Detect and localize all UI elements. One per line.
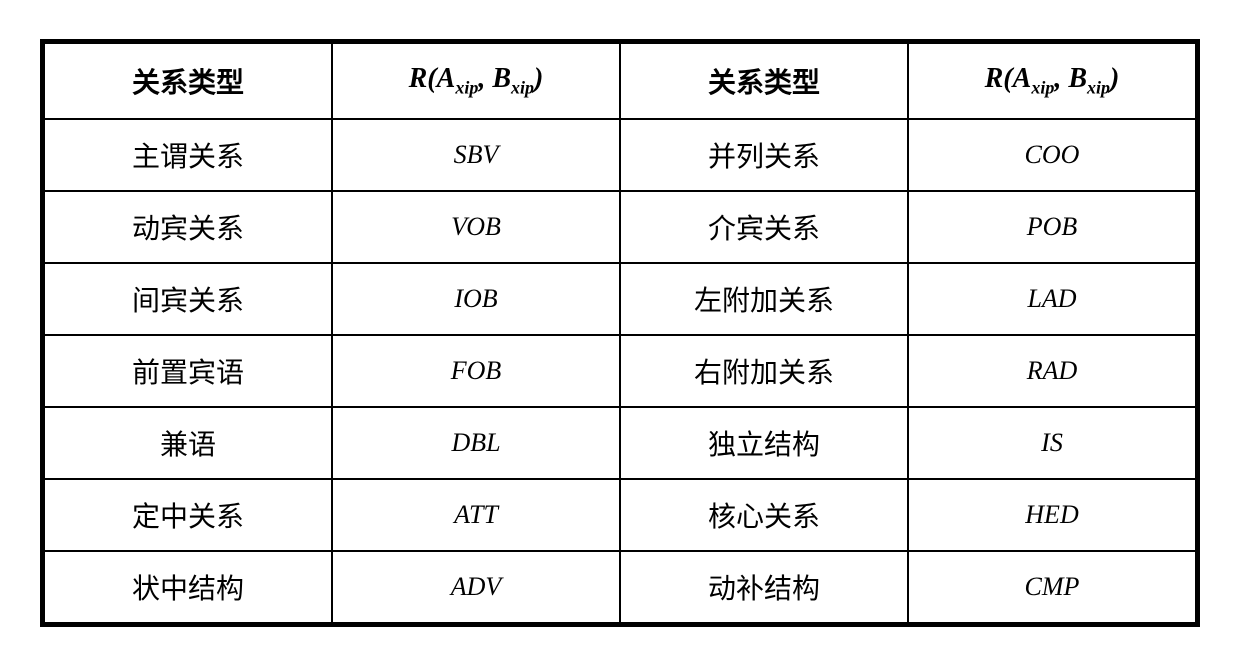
formula-text-1: R(Axip, Bxip) [409,63,544,94]
cell-code: FOB [332,335,620,407]
cell-code: HED [908,479,1196,551]
code-text: ADV [451,572,502,601]
cell-type: 主谓关系 [44,119,332,191]
code-text: VOB [451,212,501,241]
dependency-relation-table: 关系类型 R(Axip, Bxip) 关系类型 R(Axip, Bxip) 主谓… [40,39,1200,627]
cell-type: 前置宾语 [44,335,332,407]
header-relation-type-2: 关系类型 [620,43,908,119]
cell-type: 动宾关系 [44,191,332,263]
cell-type: 核心关系 [620,479,908,551]
type-text: 状中结构 [132,574,244,605]
cell-type: 并列关系 [620,119,908,191]
code-text: DBL [451,428,500,457]
cell-code: POB [908,191,1196,263]
table-row: 状中结构 ADV 动补结构 CMP [44,551,1196,623]
cell-code: LAD [908,263,1196,335]
code-text: FOB [451,356,502,385]
cell-code: RAD [908,335,1196,407]
table-row: 定中关系 ATT 核心关系 HED [44,479,1196,551]
code-text: LAD [1027,284,1076,313]
type-text: 主谓关系 [132,142,244,173]
code-text: HED [1025,500,1078,529]
type-text: 独立结构 [708,430,820,461]
type-text: 左附加关系 [694,286,834,317]
code-text: IOB [454,284,497,313]
cell-type: 动补结构 [620,551,908,623]
cell-code: SBV [332,119,620,191]
relation-table: 关系类型 R(Axip, Bxip) 关系类型 R(Axip, Bxip) 主谓… [43,42,1197,624]
code-text: SBV [454,140,499,169]
code-text: CMP [1025,572,1080,601]
table-row: 主谓关系 SBV 并列关系 COO [44,119,1196,191]
code-text: COO [1025,140,1080,169]
type-text: 介宾关系 [708,214,820,245]
type-text: 前置宾语 [132,358,244,389]
header-formula-1: R(Axip, Bxip) [332,43,620,119]
type-text: 定中关系 [132,502,244,533]
type-text: 动补结构 [708,574,820,605]
type-text: 动宾关系 [132,214,244,245]
table-row: 兼语 DBL 独立结构 IS [44,407,1196,479]
header-row: 关系类型 R(Axip, Bxip) 关系类型 R(Axip, Bxip) [44,43,1196,119]
type-text: 核心关系 [708,502,820,533]
type-text: 右附加关系 [694,358,834,389]
code-text: POB [1027,212,1078,241]
cell-type: 兼语 [44,407,332,479]
cell-code: CMP [908,551,1196,623]
type-text: 间宾关系 [132,286,244,317]
cell-type: 状中结构 [44,551,332,623]
formula-text-2: R(Axip, Bxip) [985,63,1120,94]
cell-code: IOB [332,263,620,335]
table-row: 动宾关系 VOB 介宾关系 POB [44,191,1196,263]
cell-type: 定中关系 [44,479,332,551]
type-text: 兼语 [160,430,216,461]
table-row: 间宾关系 IOB 左附加关系 LAD [44,263,1196,335]
cell-type: 右附加关系 [620,335,908,407]
code-text: IS [1041,428,1063,457]
cell-code: DBL [332,407,620,479]
cell-code: IS [908,407,1196,479]
cell-code: ADV [332,551,620,623]
cell-code: VOB [332,191,620,263]
code-text: ATT [454,500,498,529]
cell-type: 介宾关系 [620,191,908,263]
table-row: 前置宾语 FOB 右附加关系 RAD [44,335,1196,407]
type-text: 并列关系 [708,142,820,173]
code-text: RAD [1027,356,1078,385]
header-text-1: 关系类型 [132,68,244,99]
header-text-2: 关系类型 [708,68,820,99]
cell-code: COO [908,119,1196,191]
table-body: 主谓关系 SBV 并列关系 COO 动宾关系 VOB 介宾关系 POB 间宾关系… [44,119,1196,623]
cell-type: 间宾关系 [44,263,332,335]
header-relation-type-1: 关系类型 [44,43,332,119]
cell-type: 左附加关系 [620,263,908,335]
header-formula-2: R(Axip, Bxip) [908,43,1196,119]
cell-code: ATT [332,479,620,551]
cell-type: 独立结构 [620,407,908,479]
